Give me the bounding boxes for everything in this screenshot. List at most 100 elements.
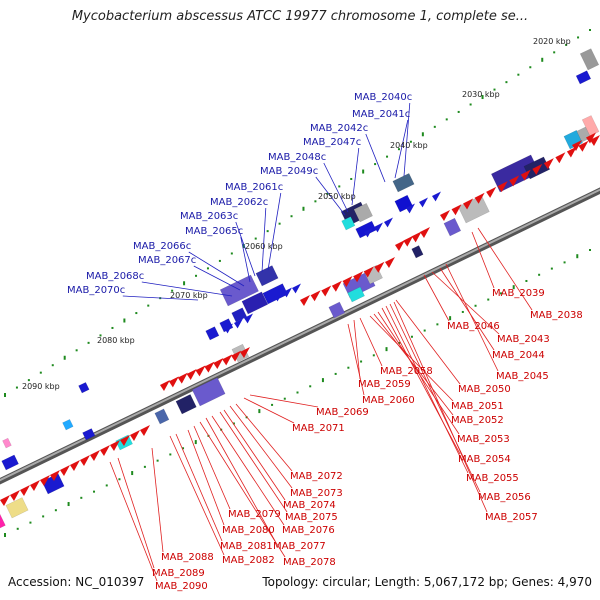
leader-line xyxy=(235,221,256,277)
leader-line xyxy=(423,274,450,322)
reverse-gene-block xyxy=(219,274,259,307)
forward-gene-label: MAB_2072 xyxy=(290,471,343,482)
scale-dot xyxy=(195,274,198,277)
leader-line xyxy=(359,317,383,367)
forward-gene-arrow xyxy=(497,181,508,193)
forward-gene-label: MAB_2052 xyxy=(451,415,504,426)
scale-dot xyxy=(51,364,54,367)
scale-dot xyxy=(266,230,269,233)
scale-dot xyxy=(290,215,293,218)
forward-gene-label: MAB_2057 xyxy=(485,512,538,523)
scale-dot xyxy=(338,185,341,188)
leader-line xyxy=(175,433,223,542)
forward-gene-label: MAB_2051 xyxy=(451,401,504,412)
forward-gene-label: MAB_2077 xyxy=(273,541,326,552)
leader-line xyxy=(219,411,288,513)
forward-gene-arrow xyxy=(543,158,554,170)
reverse-gene-label: MAB_2067c xyxy=(138,255,196,266)
scale-dot xyxy=(421,132,424,137)
forward-gene-arrow xyxy=(353,271,364,283)
forward-gene-arrow xyxy=(283,287,292,298)
reverse-gene-block xyxy=(205,326,220,341)
forward-gene-arrow xyxy=(572,140,582,151)
forward-gene-arrow xyxy=(186,369,197,380)
kbp-label: 2090 kbp xyxy=(22,382,60,391)
label-leader-lines xyxy=(109,102,533,582)
forward-gene-label: MAB_2079 xyxy=(228,509,281,520)
reverse-gene-label: MAB_2061c xyxy=(225,182,283,193)
forward-gene-arrow xyxy=(364,227,373,238)
forward-gene-label: MAB_2076 xyxy=(282,525,335,536)
forward-gene-arrow xyxy=(130,430,140,441)
scale-dot xyxy=(550,267,553,270)
reverse-gene-label: MAB_2068c xyxy=(86,271,144,282)
scale-dot xyxy=(93,490,96,493)
forward-gene-arrow xyxy=(590,135,600,146)
forward-gene-label: MAB_2060 xyxy=(362,395,415,406)
leader-line xyxy=(471,231,495,289)
forward-gene-arrow xyxy=(586,132,596,144)
leader-line xyxy=(403,102,411,177)
forward-gene-arrow xyxy=(240,347,250,358)
reverse-gene-block xyxy=(262,283,289,305)
leader-line xyxy=(365,133,386,183)
leader-line xyxy=(389,303,481,493)
forward-gene-arrow xyxy=(509,175,520,187)
kbp-label: 2040 kbp xyxy=(390,141,428,150)
reverse-gene-block xyxy=(41,473,65,495)
scale-dot xyxy=(563,261,566,264)
leader-line xyxy=(240,236,251,283)
scale-dot xyxy=(105,484,108,487)
forward-gene-arrow xyxy=(420,227,430,238)
scale-dot xyxy=(87,341,90,344)
forward-gene-arrow xyxy=(566,146,577,158)
scale-dot xyxy=(67,502,70,507)
forward-gene-label: MAB_2069 xyxy=(316,407,369,418)
forward-gene-arrow xyxy=(331,280,342,292)
reverse-gene-block xyxy=(392,173,415,193)
accession-text: Accession: NC_010397 xyxy=(8,575,145,589)
kbp-label: 2080 kbp xyxy=(97,336,135,345)
forward-gene-arrow xyxy=(520,169,531,181)
forward-gene-arrow xyxy=(70,460,80,471)
scale-dot xyxy=(469,103,472,106)
scale-dot xyxy=(16,527,19,530)
reverse-gene-label: MAB_2048c xyxy=(268,152,326,163)
forward-gene-label: MAB_2050 xyxy=(458,384,511,395)
reverse-gene-label: MAB_2070c xyxy=(67,285,125,296)
forward-gene-label: MAB_2056 xyxy=(478,492,531,503)
forward-gene-arrow xyxy=(177,372,188,384)
scale-dot xyxy=(512,285,515,290)
scale-dot xyxy=(302,206,305,211)
reverse-gene-label: MAB_2040c xyxy=(354,92,412,103)
scale-dot xyxy=(362,169,365,174)
leader-line xyxy=(385,305,469,474)
reverse-gene-label: MAB_2063c xyxy=(180,211,238,222)
reverse-gene-block xyxy=(255,265,279,287)
forward-gene-label: MAB_2090 xyxy=(155,581,208,592)
forward-gene-arrow xyxy=(160,380,170,391)
forward-gene-label: MAB_2039 xyxy=(492,288,545,299)
scale-dot xyxy=(347,366,350,369)
scale-dot xyxy=(350,177,353,180)
scale-dot xyxy=(445,118,448,121)
leader-line xyxy=(261,207,267,273)
leader-line xyxy=(393,301,488,513)
scale-dot xyxy=(118,478,121,481)
scale-dot xyxy=(474,304,477,307)
forward-gene-arrow xyxy=(374,261,385,273)
scale-dot xyxy=(171,289,174,292)
forward-gene-label: MAB_2043 xyxy=(497,334,550,345)
leader-line xyxy=(249,394,319,408)
gray-gene-block xyxy=(457,195,490,224)
scale-dot xyxy=(505,81,508,84)
scale-dot xyxy=(99,334,102,337)
forward-gene-arrow xyxy=(403,235,414,247)
forward-gene-arrow xyxy=(244,313,253,324)
scale-dot xyxy=(123,318,126,323)
scale-dot xyxy=(372,354,375,357)
scale-dot xyxy=(296,391,299,394)
leader-line xyxy=(235,403,293,472)
chromosome-backbone xyxy=(0,187,600,485)
